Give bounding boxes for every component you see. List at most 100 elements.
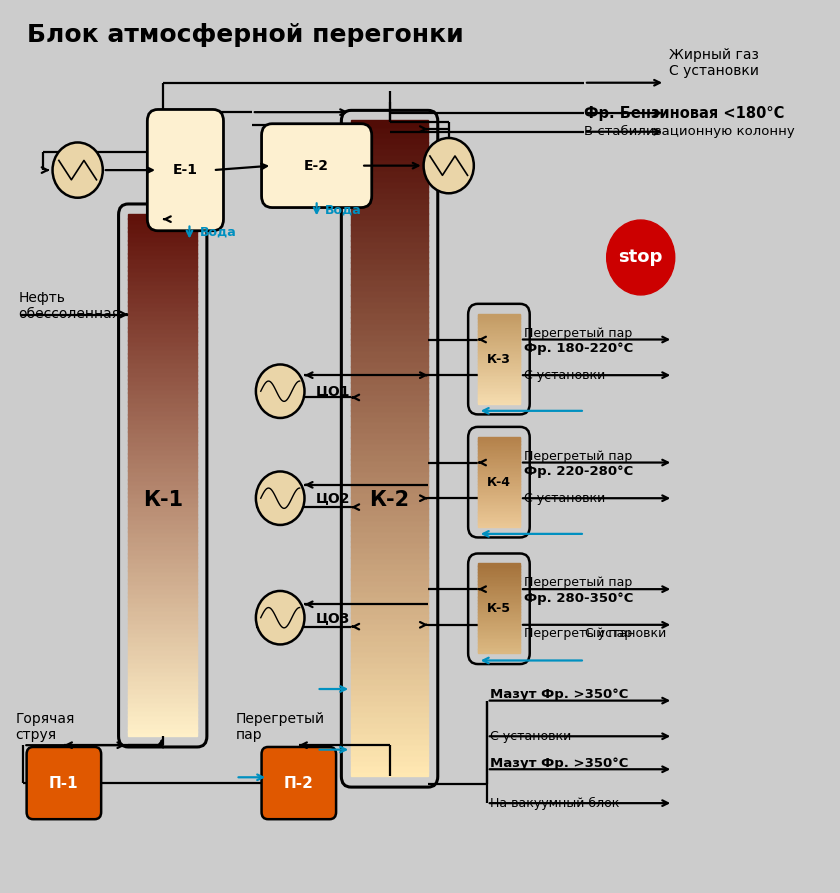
Text: Горячая
струя: Горячая струя [15,713,75,742]
Bar [351,252,428,257]
Bar [478,582,520,585]
Bar [351,617,428,623]
Bar [478,563,520,565]
Bar [351,622,428,629]
Text: К-1: К-1 [143,490,183,510]
Bar [351,470,428,476]
Bar [478,351,520,353]
Bar [478,630,520,632]
Bar [351,443,428,448]
Text: К-2: К-2 [370,490,410,510]
Bar [129,436,197,441]
Bar [129,249,197,254]
Bar [478,636,520,638]
Bar [351,454,428,460]
Text: Е-2: Е-2 [304,159,329,172]
Bar [478,317,520,319]
Bar [351,399,428,405]
Bar [478,453,520,455]
Bar [351,645,428,651]
Bar [129,440,197,445]
Bar [351,661,428,667]
Bar [478,480,520,482]
Bar [351,170,428,176]
Bar [351,464,428,471]
Bar [478,595,520,597]
Bar [351,208,428,214]
Bar [351,678,428,683]
Bar [351,394,428,399]
Bar [351,295,428,301]
Bar [478,499,520,502]
Bar [351,541,428,547]
Bar [478,320,520,322]
Bar [351,224,428,230]
Bar [478,463,520,466]
Bar [478,605,520,607]
Text: В стабилизационную колонну: В стабилизационную колонну [584,125,795,138]
Bar [351,257,428,263]
Bar [351,689,428,695]
Text: ЦО3: ЦО3 [316,611,349,625]
Bar [478,484,520,487]
Bar [478,444,520,446]
Bar [351,492,428,498]
Bar [478,620,520,622]
Bar [478,581,520,583]
Bar [351,705,428,711]
Text: С установки: С установки [524,369,606,381]
Bar [351,585,428,590]
Bar [351,738,428,744]
Bar [478,627,520,630]
Bar [478,524,520,527]
Bar [129,588,197,593]
Bar [478,456,520,458]
Bar [129,253,197,258]
Bar [478,515,520,518]
Bar [351,629,428,634]
Bar [129,653,197,658]
Bar [129,283,197,288]
Bar [351,666,428,672]
Bar [129,380,197,384]
Bar [351,388,428,394]
Bar [129,722,197,728]
Bar [129,536,197,540]
Bar [129,579,197,584]
Bar [351,219,428,225]
Bar [129,605,197,610]
Bar [478,336,520,338]
Bar [351,230,428,236]
Bar [129,540,197,545]
Circle shape [256,364,304,418]
Bar [129,466,197,472]
Bar [129,692,197,697]
Bar [478,647,520,649]
Bar [351,186,428,192]
Bar [351,164,428,171]
Bar [351,694,428,700]
Bar [478,578,520,580]
Bar [478,374,520,377]
Bar [478,330,520,332]
Bar [129,292,197,297]
Bar [478,629,520,631]
Bar [129,566,197,572]
Bar [351,338,428,345]
Circle shape [256,472,304,525]
Text: На вакуумный блок: На вакуумный блок [490,797,619,810]
Bar [129,262,197,267]
Bar [478,624,520,627]
Bar [478,514,520,516]
Bar [478,609,520,612]
Bar [129,353,197,358]
Bar [351,196,428,203]
Bar [351,366,428,372]
Bar [351,672,428,678]
Bar [478,501,520,503]
Bar [351,175,428,181]
Bar [478,361,520,363]
Bar [478,572,520,574]
Bar [351,497,428,504]
Bar [129,231,197,237]
